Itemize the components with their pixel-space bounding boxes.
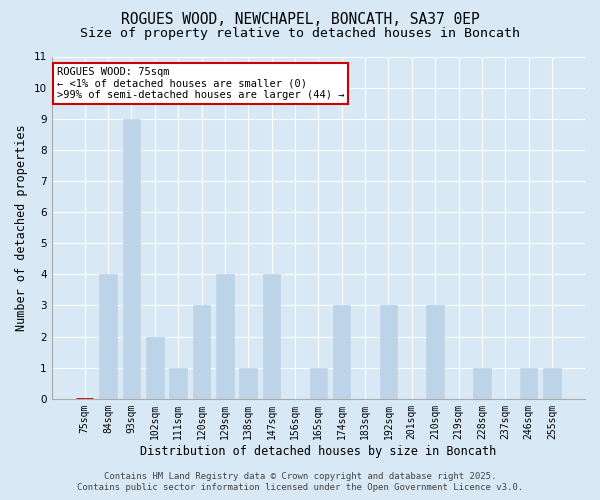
- Bar: [333, 306, 350, 399]
- Text: Contains HM Land Registry data © Crown copyright and database right 2025.
Contai: Contains HM Land Registry data © Crown c…: [77, 472, 523, 492]
- Bar: [380, 306, 397, 399]
- Bar: [193, 306, 210, 399]
- Bar: [427, 306, 444, 399]
- Bar: [263, 274, 280, 399]
- Bar: [99, 274, 117, 399]
- Bar: [473, 368, 491, 399]
- X-axis label: Distribution of detached houses by size in Boncath: Distribution of detached houses by size …: [140, 444, 496, 458]
- Bar: [169, 368, 187, 399]
- Bar: [216, 274, 233, 399]
- Y-axis label: Number of detached properties: Number of detached properties: [15, 124, 28, 331]
- Text: ROGUES WOOD: 75sqm
← <1% of detached houses are smaller (0)
>99% of semi-detache: ROGUES WOOD: 75sqm ← <1% of detached hou…: [57, 67, 344, 100]
- Text: Size of property relative to detached houses in Boncath: Size of property relative to detached ho…: [80, 28, 520, 40]
- Bar: [543, 368, 561, 399]
- Bar: [310, 368, 327, 399]
- Bar: [146, 336, 164, 399]
- Text: ROGUES WOOD, NEWCHAPEL, BONCATH, SA37 0EP: ROGUES WOOD, NEWCHAPEL, BONCATH, SA37 0E…: [121, 12, 479, 28]
- Bar: [122, 118, 140, 399]
- Bar: [239, 368, 257, 399]
- Bar: [520, 368, 538, 399]
